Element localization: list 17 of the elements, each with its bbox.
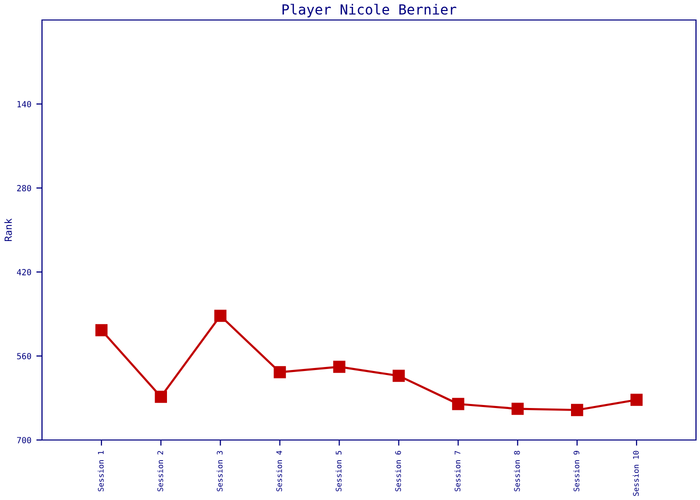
y-tick-label: 280: [17, 185, 32, 192]
point: [571, 404, 584, 416]
y-axis-title: Rank: [4, 218, 12, 242]
point: [512, 402, 524, 415]
point: [452, 398, 464, 410]
point: [154, 390, 167, 403]
y-tick-label: 140: [18, 101, 32, 108]
y-tick-label: 420: [16, 269, 32, 276]
point: [630, 394, 643, 406]
y-tick-label: 560: [17, 353, 32, 360]
point: [95, 324, 108, 336]
point: [392, 370, 405, 382]
point: [274, 366, 286, 378]
chart-title: Player Nicole Bernier: [282, 4, 456, 18]
point: [214, 310, 226, 322]
point: [333, 360, 346, 373]
y-tick-label: 700: [17, 437, 32, 444]
